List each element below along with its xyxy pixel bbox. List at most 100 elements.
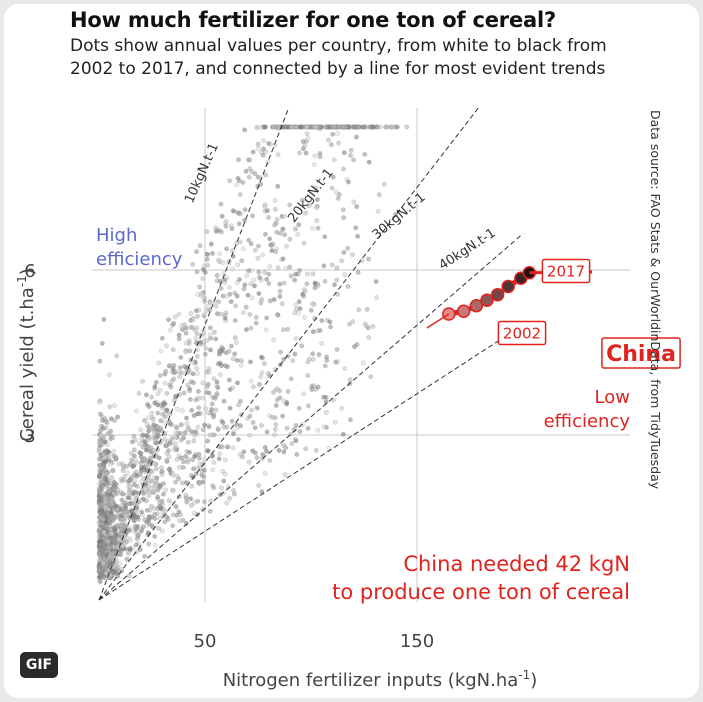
country-point (155, 402, 161, 408)
country-point (120, 543, 126, 549)
country-point (189, 483, 195, 489)
country-point (174, 457, 180, 462)
country-point (234, 240, 240, 246)
country-point (218, 285, 224, 291)
country-point (127, 546, 133, 551)
country-point (97, 358, 103, 364)
country-point (225, 484, 231, 490)
country-point (340, 431, 346, 437)
country-point (353, 134, 359, 140)
country-point (177, 374, 182, 380)
country-point (238, 398, 243, 404)
country-point (269, 414, 275, 420)
country-point (195, 292, 201, 297)
country-point (250, 213, 256, 219)
country-point (111, 569, 117, 575)
country-point (297, 150, 302, 156)
country-point (223, 218, 229, 224)
country-point (100, 547, 105, 553)
country-point (341, 249, 347, 255)
country-point (134, 483, 140, 489)
country-point (296, 299, 302, 305)
country-point (233, 340, 239, 345)
china-note-line1: China needed 42 kgN (403, 552, 630, 576)
reference-line-label: 40kgN.t-1 (436, 226, 498, 274)
country-point (248, 281, 254, 287)
country-point (302, 314, 308, 320)
country-point (222, 457, 228, 463)
country-point (111, 453, 117, 459)
country-point (138, 464, 144, 470)
country-point (214, 379, 220, 385)
country-point (205, 303, 211, 309)
country-point (326, 137, 331, 143)
country-point (297, 429, 303, 435)
country-point (202, 422, 208, 428)
country-point (100, 484, 106, 490)
country-point (207, 508, 213, 514)
country-point (217, 372, 223, 377)
country-point (207, 332, 213, 338)
country-point (312, 281, 318, 287)
country-point (167, 327, 173, 333)
country-point (176, 509, 182, 515)
country-point (266, 214, 272, 220)
country-point (158, 505, 164, 511)
country-point (264, 429, 270, 435)
country-point (146, 404, 152, 409)
country-point (256, 381, 262, 387)
gif-badge[interactable]: GIF (20, 652, 58, 678)
country-point (195, 388, 201, 394)
country-point (150, 488, 156, 494)
country-point (262, 269, 268, 275)
country-point (196, 405, 202, 411)
country-point (196, 411, 202, 416)
country-point (231, 488, 237, 493)
country-point (331, 157, 337, 163)
country-point (288, 124, 294, 130)
country-point (184, 415, 190, 421)
country-point (114, 353, 120, 359)
country-point (111, 491, 117, 497)
country-point (117, 506, 123, 512)
country-point (197, 284, 203, 290)
country-point (136, 391, 142, 396)
country-point (213, 407, 219, 413)
country-point (101, 316, 107, 322)
country-point (259, 370, 265, 376)
country-point (166, 467, 172, 472)
reference-line-label: 20kgN.t-1 (285, 166, 336, 226)
country-point (259, 297, 265, 303)
country-point (202, 351, 208, 357)
country-point (214, 273, 220, 278)
country-point (242, 127, 248, 133)
country-point (177, 365, 183, 371)
country-point (153, 466, 159, 472)
country-point (179, 408, 185, 414)
country-point (146, 483, 152, 489)
country-point (346, 179, 351, 185)
country-point (282, 472, 288, 478)
country-point (157, 373, 163, 378)
country-point (115, 511, 121, 517)
country-point (121, 464, 127, 470)
country-point (301, 287, 307, 293)
country-point (348, 147, 354, 153)
country-point (219, 485, 225, 491)
country-point (236, 210, 242, 216)
country-point (284, 243, 289, 249)
country-point (174, 406, 180, 412)
country-point (222, 277, 228, 283)
country-point (232, 335, 238, 341)
country-point (96, 399, 102, 405)
country-point (305, 373, 311, 378)
country-point (170, 347, 176, 353)
country-point (150, 417, 156, 423)
country-point (332, 419, 338, 425)
country-point (163, 487, 169, 493)
country-point (149, 469, 155, 475)
country-point (216, 299, 222, 305)
country-point (310, 271, 316, 277)
country-point (246, 237, 252, 243)
country-point (347, 377, 353, 383)
